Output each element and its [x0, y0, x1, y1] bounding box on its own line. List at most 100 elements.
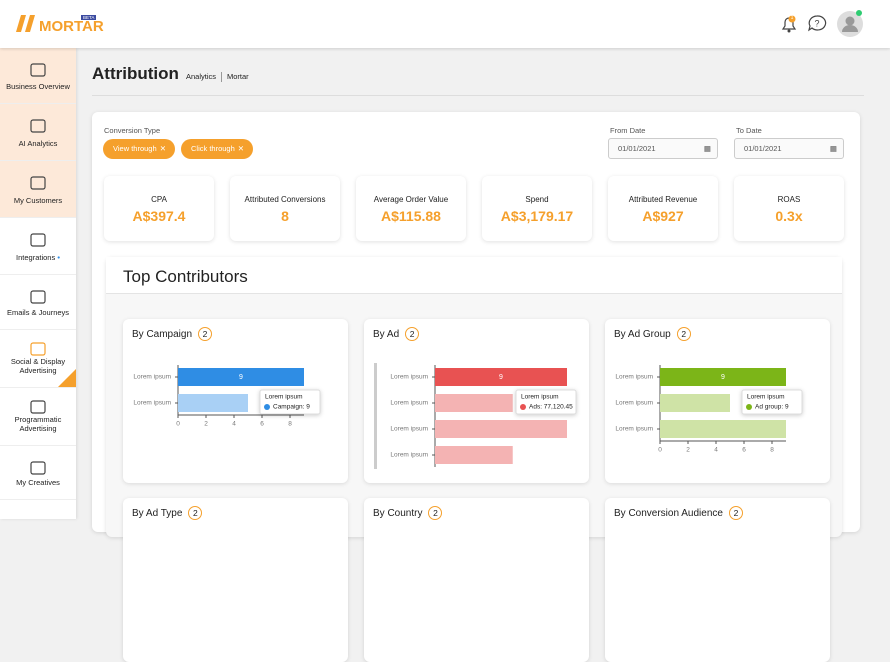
nav-item[interactable]: Business Overview: [0, 48, 76, 104]
to-date[interactable]: 01/01/2021 ▦: [734, 138, 844, 159]
panel: By Campaign 2 0 2 4 6 8 Lorem ipsum 9 Lorem ipsum…: [123, 319, 348, 483]
bar: [435, 394, 513, 412]
kpi-value: 0.3x: [775, 208, 803, 224]
from-label: From Date: [610, 126, 646, 135]
tooltip: [741, 389, 803, 415]
chip-text: View through: [113, 144, 157, 153]
crumb[interactable]: Mortar: [227, 72, 249, 81]
value-label: 9: [721, 374, 725, 381]
svg-text:?: ?: [814, 18, 819, 28]
bar: [660, 394, 730, 412]
kpi-value: A$3,179.17: [500, 208, 574, 224]
avatar[interactable]: [837, 10, 865, 38]
count-badge: 2: [405, 327, 420, 341]
kpi-label: CPA: [151, 195, 167, 204]
breadcrumb: Analytics Mortar: [186, 72, 249, 83]
crumb[interactable]: Analytics: [186, 72, 217, 81]
chip[interactable]: View through ✕: [103, 139, 175, 159]
nav-icon: [30, 119, 46, 133]
panel-title: By Ad Group 2: [614, 327, 691, 341]
value-label: 9: [499, 374, 503, 381]
tooltip-title: Lorem ipsum: [747, 394, 785, 401]
nav-item[interactable]: Programmatic Advertising: [0, 388, 76, 446]
kpi-label: ROAS: [777, 195, 801, 204]
nav-item[interactable]: My Creatives: [0, 446, 76, 500]
panel-title: By Country 2: [373, 506, 443, 520]
x-tick-label: 0: [658, 447, 662, 454]
panel: By Ad Group 2 0 2 4 6 8 Lorem ipsum 9 Lorem ipsum…: [605, 319, 830, 483]
kpi-value: A$927: [642, 208, 684, 224]
chart: Lorem ipsum 9 Lorem ipsum Lorem ipsum Lorem …: [374, 363, 577, 469]
y-tick-label: Lorem ipsum: [390, 374, 428, 381]
page-title: Attribution: [92, 64, 179, 83]
bar: [435, 420, 567, 438]
nav-label: Integrations •: [16, 253, 60, 262]
bell-icon[interactable]: [780, 14, 798, 34]
kpi-value: 8: [281, 208, 289, 224]
kpi-value: A$397.4: [132, 208, 186, 224]
tooltip-swatch: [746, 404, 752, 410]
count-badge: 2: [188, 506, 203, 520]
y-tick-label: Lorem ipsum: [615, 374, 653, 381]
bar: [660, 420, 786, 438]
kpi-card: CPA A$397.4: [104, 176, 214, 241]
panel: By Ad Type 2: [123, 498, 348, 662]
bar: [435, 446, 513, 464]
help-icon[interactable]: ?: [807, 14, 827, 32]
scrollbar: [374, 363, 377, 469]
x-tick-label: 6: [260, 421, 264, 428]
sidebar: Business Overview AI Analytics My Customer…: [0, 48, 76, 519]
kpi-card: Attributed Revenue A$927: [608, 176, 718, 241]
panel-title: By Conversion Audience 2: [614, 506, 743, 520]
panel-title-text: By Ad: [373, 329, 400, 340]
kpi-label: Average Order Value: [373, 195, 449, 204]
nav-icon: [30, 63, 46, 77]
icon-shape: [30, 290, 46, 304]
nav-label: Programmatic Advertising: [14, 415, 62, 433]
tooltip-title: Lorem ipsum: [521, 394, 559, 401]
kpi-card: Spend A$3,179.17: [482, 176, 592, 241]
from-date[interactable]: 01/01/2021 ▦: [608, 138, 718, 159]
nav-icon: [30, 461, 46, 475]
nav-item[interactable]: Social & Display Advertising: [0, 330, 76, 388]
x-tick-label: 8: [770, 447, 774, 454]
tooltip: [259, 389, 321, 415]
chart: 0 2 4 6 8 Lorem ipsum 9 Lorem ipsum Lorem ipsum L…: [615, 365, 803, 454]
tooltip: [515, 389, 577, 415]
beta-badge: BETA: [81, 15, 97, 20]
panel-title: By Ad Type 2: [132, 506, 203, 520]
corner-flag: [58, 369, 76, 387]
nav-icon: [30, 290, 46, 304]
notification-count: 1: [790, 15, 794, 21]
date-value: 01/01/2021: [744, 144, 782, 153]
icon-shape: [30, 176, 46, 190]
chip[interactable]: Click through ✕: [181, 139, 253, 159]
nav-item[interactable]: My Customers: [0, 161, 76, 218]
x-tick-label: 4: [714, 447, 718, 454]
tooltip-text: Ad group: 9: [755, 404, 789, 411]
kpi-card: Attributed Conversions 8: [230, 176, 340, 241]
panel-title: By Ad 2: [373, 327, 420, 341]
logo[interactable]: MORTAR: [39, 18, 104, 35]
tooltip-swatch: [264, 404, 270, 410]
nav-label: Emails & Journeys: [6, 308, 70, 317]
nav-item[interactable]: Emails & Journeys: [0, 275, 76, 330]
panel-title-text: By Campaign: [132, 329, 193, 340]
bar: [178, 368, 304, 386]
filter-label: Conversion Type: [104, 126, 161, 135]
panel: By Country 2: [364, 498, 589, 662]
bar: [660, 368, 786, 386]
y-tick-label: Lorem ipsum: [390, 452, 428, 459]
icon-shape: [30, 461, 46, 475]
nav-item[interactable]: Integrations •: [0, 218, 76, 275]
y-tick-label: Lorem ipsum: [133, 400, 171, 407]
nav-icon: [30, 233, 46, 247]
divider: [92, 95, 864, 96]
nav-label: My Creatives: [16, 478, 60, 487]
nav-icon: [30, 400, 46, 414]
to-label: To Date: [736, 126, 762, 135]
nav-item[interactable]: AI Analytics: [0, 104, 76, 161]
y-tick-label: Lorem ipsum: [390, 400, 428, 407]
icon-shape: [30, 233, 46, 247]
